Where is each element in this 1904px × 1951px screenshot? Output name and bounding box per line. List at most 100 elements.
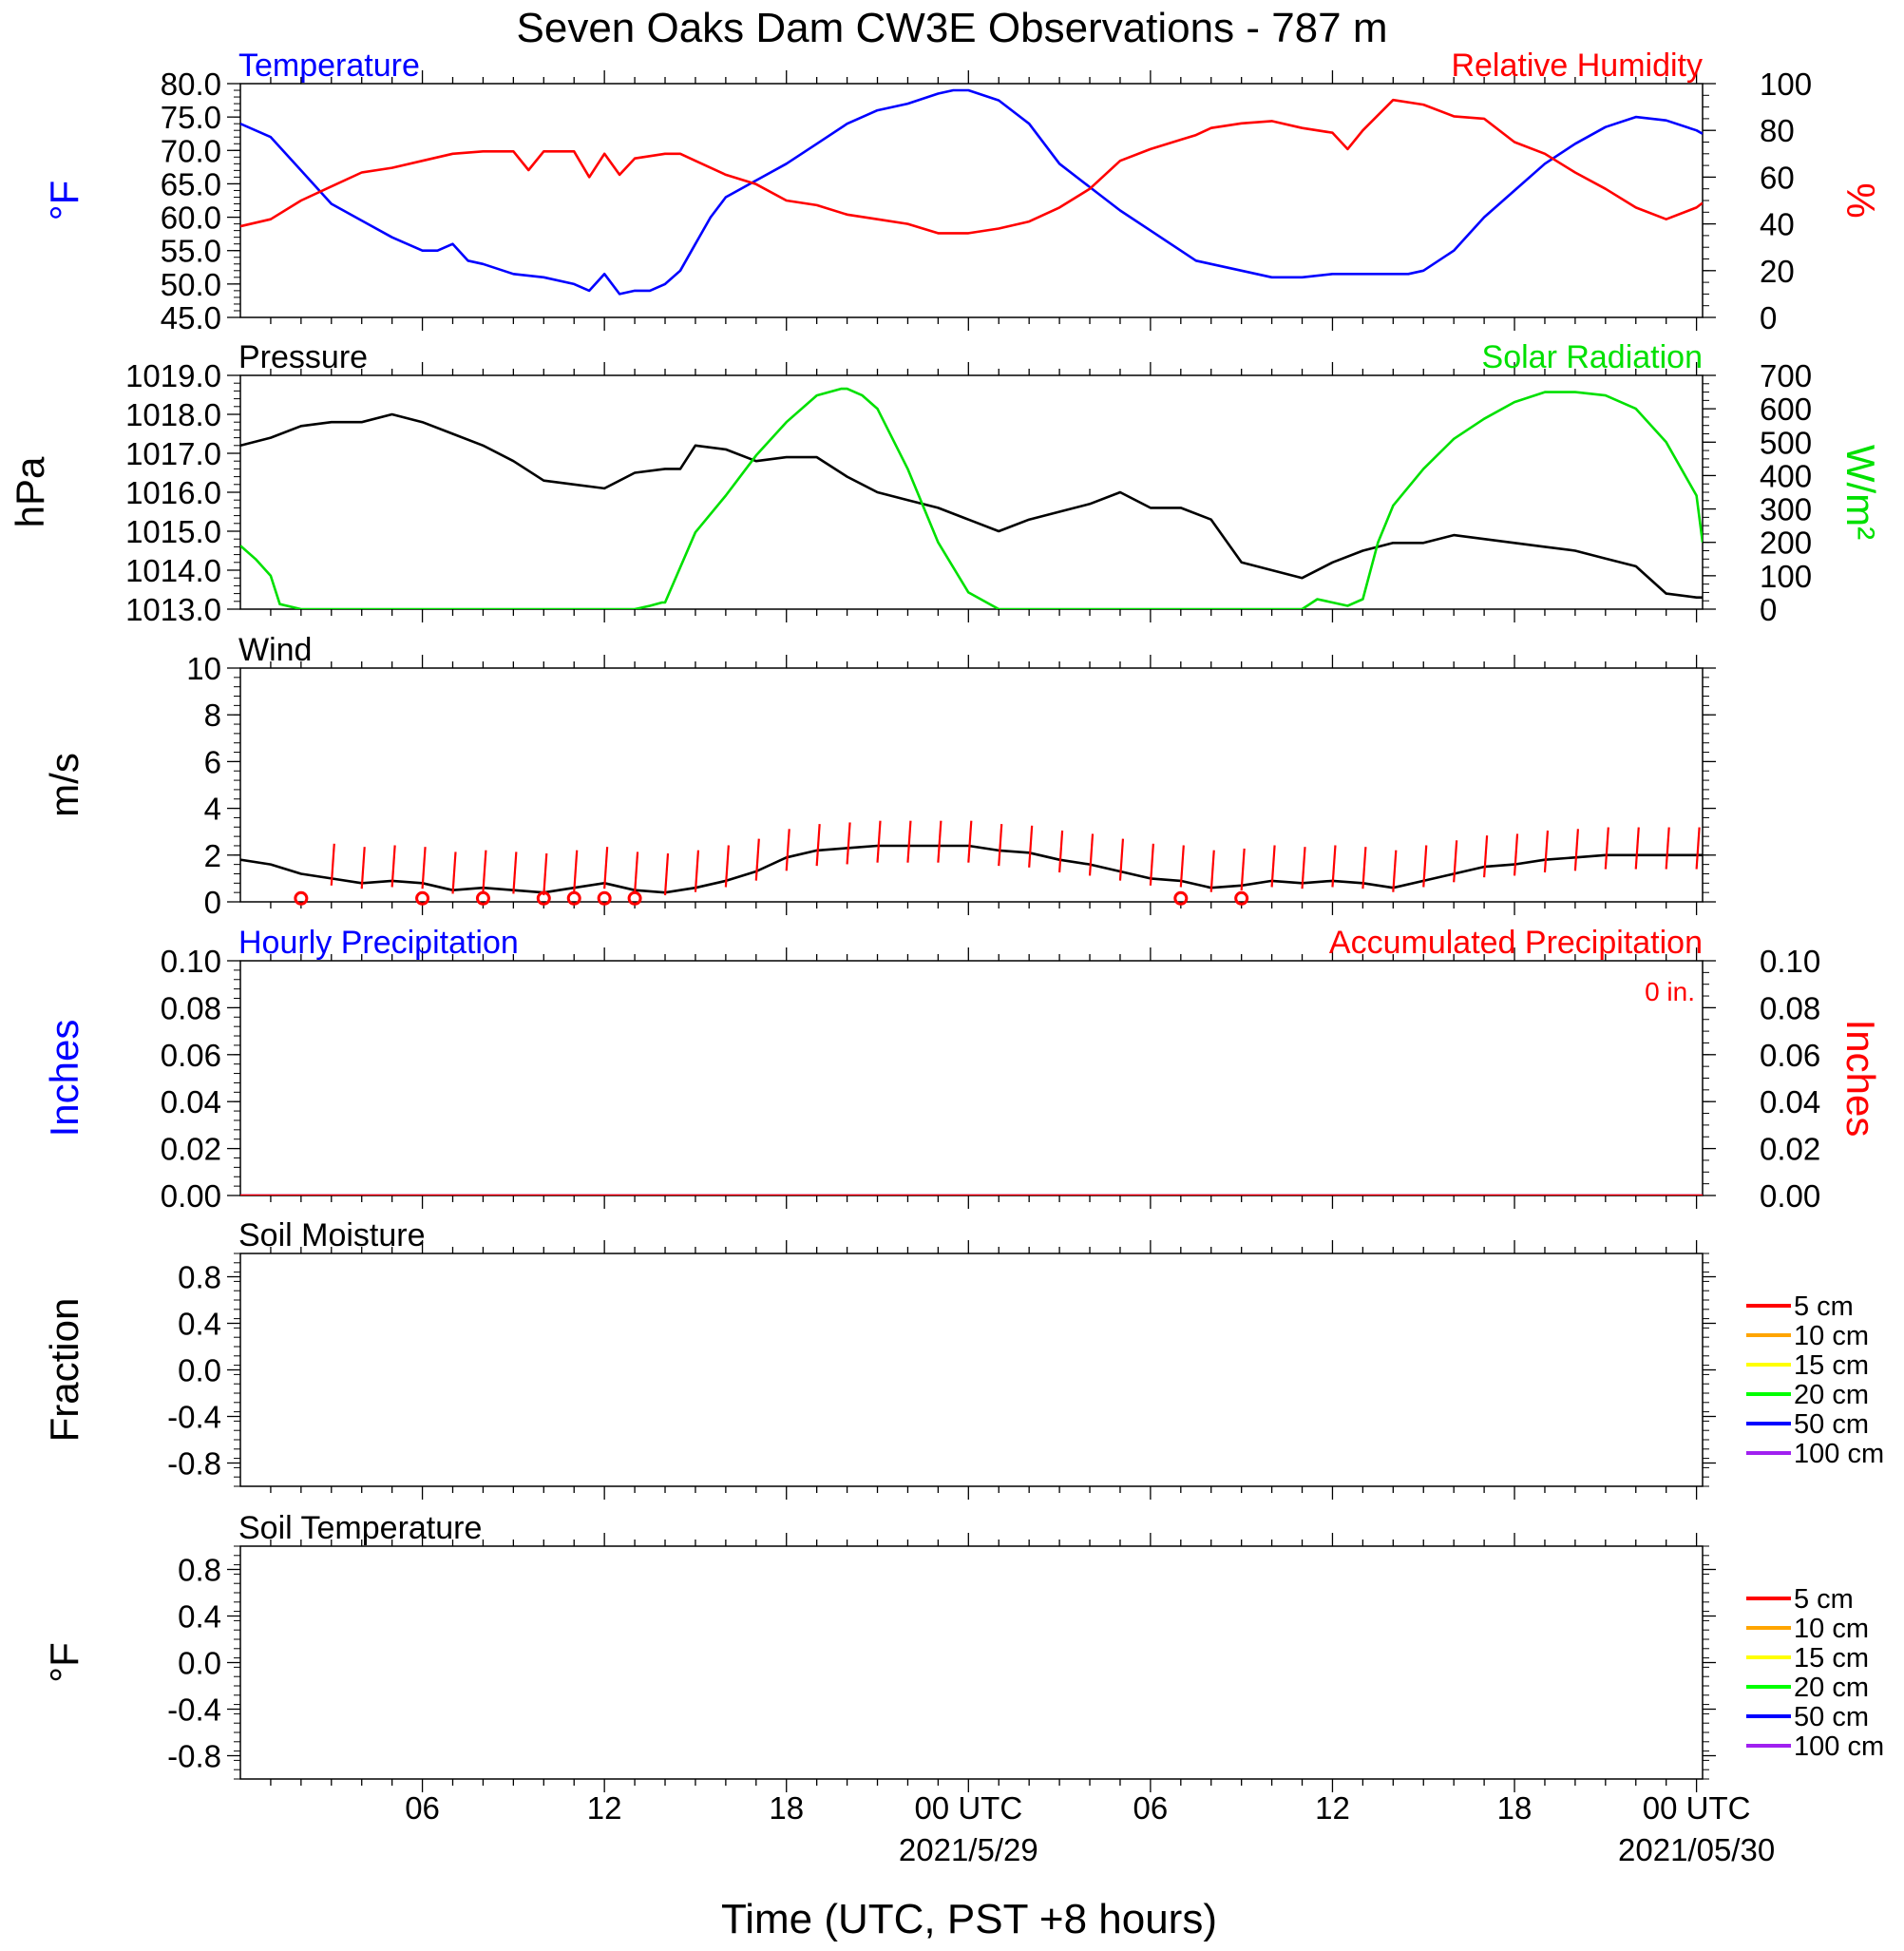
x-tick-label: 12	[587, 1790, 622, 1826]
calm-circle	[1234, 890, 1249, 906]
soil-temp-ytick-label-left: -0.8	[167, 1739, 221, 1774]
soil-temp-ytick-label-left: 0.4	[178, 1599, 221, 1635]
wind-barb	[451, 851, 457, 894]
wind-barb	[543, 853, 548, 896]
wind-barb	[785, 829, 790, 871]
pressure-solar-ytick-label-right: 100	[1760, 559, 1812, 594]
temp-rh-ytick-label-left: 75.0	[161, 100, 221, 135]
soil-moisture-legend-label: 20 cm	[1794, 1380, 1869, 1410]
pressure-solar-ytick-label-right: 200	[1760, 526, 1812, 561]
calm-circle	[597, 890, 612, 906]
x-tick-date: 2021/5/29	[899, 1832, 1038, 1867]
precip-frame	[239, 960, 1704, 1196]
precip-ytick-label-left: 0.02	[161, 1132, 221, 1167]
precip-ytick-label-left: 0.10	[161, 944, 221, 979]
wind-ytick-label-left: 6	[204, 744, 221, 779]
pressure-solar-ytick-label-right: 700	[1760, 358, 1812, 393]
wind-ytick-label-left: 0	[204, 885, 221, 920]
temp-rh-title-right: Relative Humidity	[1451, 48, 1703, 84]
wind-barb	[1270, 845, 1276, 888]
soil-moisture-panel: 0.8 0.4 0.0 -0.4 -0.8 Soil Moisture Fraction 5 …	[42, 1217, 1884, 1500]
temp-rh-ytick-label-right: 60	[1760, 160, 1795, 195]
temp-rh-ytick-label-left: 50.0	[161, 267, 221, 302]
wind-barb	[1301, 847, 1306, 889]
wind-barb	[482, 850, 487, 892]
wind-barb	[1453, 840, 1458, 883]
soil-temp-ytick-label-left: -0.4	[167, 1693, 221, 1728]
x-tick-label: 00 UTC	[1643, 1790, 1751, 1826]
temp-rh-series-relative-humidity	[240, 98, 1703, 235]
temp-rh-ytick-label-right: 80	[1760, 113, 1795, 148]
pressure-solar-ytick-label-left: 1017.0	[125, 436, 221, 471]
wind-barb	[967, 820, 973, 863]
precip-ytick-label-left: 0.08	[161, 990, 221, 1025]
soil-moisture-ytick-label-left: -0.8	[167, 1446, 221, 1482]
temp-rh-ytick-label-right: 0	[1760, 300, 1777, 335]
x-tick-label: 00 UTC	[914, 1790, 1022, 1826]
pressure-solar-panel: 1019.0 1018.0 1017.0 1016.0 1015.0 1014.0 1013…	[8, 339, 1883, 627]
pressure-solar-ytick-label-right: 300	[1760, 492, 1812, 527]
precip-panel: 0.10 0.08 0.06 0.04 0.02 0.00 0.10 0.08 0.06 0.04…	[42, 925, 1883, 1214]
precip-ytick-label-right: 0.00	[1760, 1178, 1820, 1214]
wind-barb	[1695, 827, 1701, 870]
x-axis-label: Time (UTC, PST +8 hours)	[721, 1896, 1217, 1942]
temp-rh-ytick-label-left: 70.0	[161, 133, 221, 168]
x-tick-date: 2021/05/30	[1618, 1832, 1775, 1867]
soil-moisture-frame	[239, 1253, 1704, 1487]
soil-moisture-ytick-label-left: 0.8	[178, 1260, 221, 1295]
temp-rh-ylabel-left: °F	[42, 181, 86, 220]
wind-barb	[330, 843, 335, 886]
soil-moisture-legend-label: 100 cm	[1794, 1439, 1884, 1469]
wind-barb	[603, 847, 609, 889]
pressure-solar-ytick-label-left: 1019.0	[125, 358, 221, 393]
soil-moisture-ytick-label-left: 0.4	[178, 1307, 221, 1342]
pressure-solar-ytick-label-right: 600	[1760, 392, 1812, 427]
soil-moisture-legend-label: 50 cm	[1794, 1409, 1869, 1440]
wind-series-wind	[240, 844, 1703, 894]
calm-circle	[536, 890, 551, 906]
temp-rh-ytick-label-right: 20	[1760, 254, 1795, 289]
wind-barb	[1361, 847, 1367, 889]
wind-barb	[1331, 845, 1337, 888]
wind-barb	[846, 822, 851, 865]
temp-rh-ytick-label-left: 45.0	[161, 300, 221, 335]
wind-barb	[694, 850, 700, 892]
wind-barb	[1422, 845, 1428, 888]
pressure-solar-series-pressure	[240, 412, 1703, 599]
wind-barb	[998, 824, 1003, 867]
wind-barb	[1118, 838, 1125, 881]
pressure-solar-ytick-label-right: 0	[1760, 592, 1777, 627]
wind-barb	[1513, 833, 1519, 876]
precip-ytick-label-right: 0.08	[1760, 990, 1820, 1025]
soil-moisture-ylabel-left: Fraction	[42, 1298, 86, 1443]
soil-temp-legend-label: 100 cm	[1794, 1731, 1884, 1762]
pressure-solar-title-left: Pressure	[238, 339, 368, 375]
wind-barb	[1179, 845, 1185, 888]
soil-temp-ylabel-left: °F	[42, 1642, 86, 1682]
calm-circle	[475, 890, 490, 906]
wind-barb	[1028, 825, 1034, 868]
pressure-solar-ytick-label-right: 500	[1760, 425, 1812, 460]
wind-barb	[754, 838, 760, 881]
wind-barb	[1634, 827, 1640, 870]
calm-circle	[627, 890, 642, 906]
soil-moisture-ytick-label-left: 0.0	[178, 1353, 221, 1388]
temp-rh-ytick-label-left: 55.0	[161, 234, 221, 269]
soil-temp-legend-label: 10 cm	[1794, 1614, 1869, 1644]
x-tick-label: 12	[1315, 1790, 1350, 1826]
pressure-solar-ytick-label-left: 1014.0	[125, 553, 221, 588]
pressure-solar-ytick-label-left: 1018.0	[125, 397, 221, 432]
temp-rh-series-temperature	[240, 88, 1703, 296]
calm-circle	[566, 890, 581, 906]
wind-barb	[1057, 830, 1064, 873]
temp-rh-panel: 80.075.070.065.060.055.050.045.0 100 80 60 4…	[42, 48, 1883, 335]
soil-temp-legend-label: 5 cm	[1794, 1584, 1854, 1615]
wind-barb	[1604, 827, 1609, 870]
wind-barb	[906, 820, 912, 863]
precip-ytick-label-right: 0.02	[1760, 1132, 1820, 1167]
chart-title: Seven Oaks Dam CW3E Observations - 787 m	[517, 5, 1388, 51]
precip-title-right: Accumulated Precipitation	[1329, 925, 1703, 961]
wind-panel: 10 8 6 4 2 0 Wind m/s	[42, 632, 1716, 920]
